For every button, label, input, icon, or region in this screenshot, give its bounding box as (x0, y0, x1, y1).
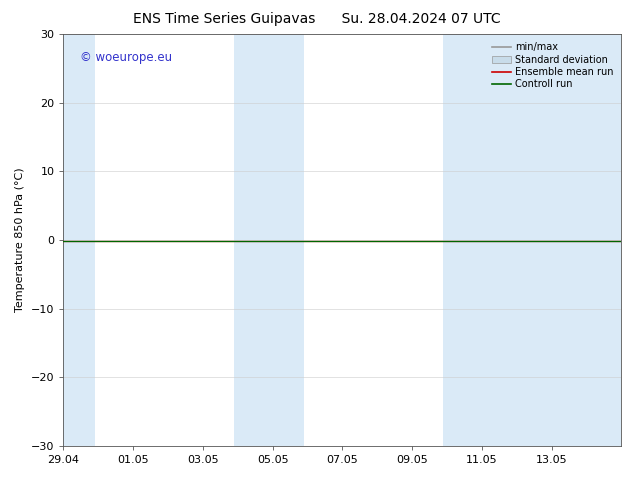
Legend: min/max, Standard deviation, Ensemble mean run, Controll run: min/max, Standard deviation, Ensemble me… (489, 39, 616, 92)
Text: ENS Time Series Guipavas      Su. 28.04.2024 07 UTC: ENS Time Series Guipavas Su. 28.04.2024 … (133, 12, 501, 26)
Y-axis label: Temperature 850 hPa (°C): Temperature 850 hPa (°C) (15, 168, 25, 313)
Bar (443, 34, 625, 446)
Text: © woeurope.eu: © woeurope.eu (80, 51, 172, 64)
Bar (235, 34, 304, 446)
Bar (60, 34, 95, 446)
